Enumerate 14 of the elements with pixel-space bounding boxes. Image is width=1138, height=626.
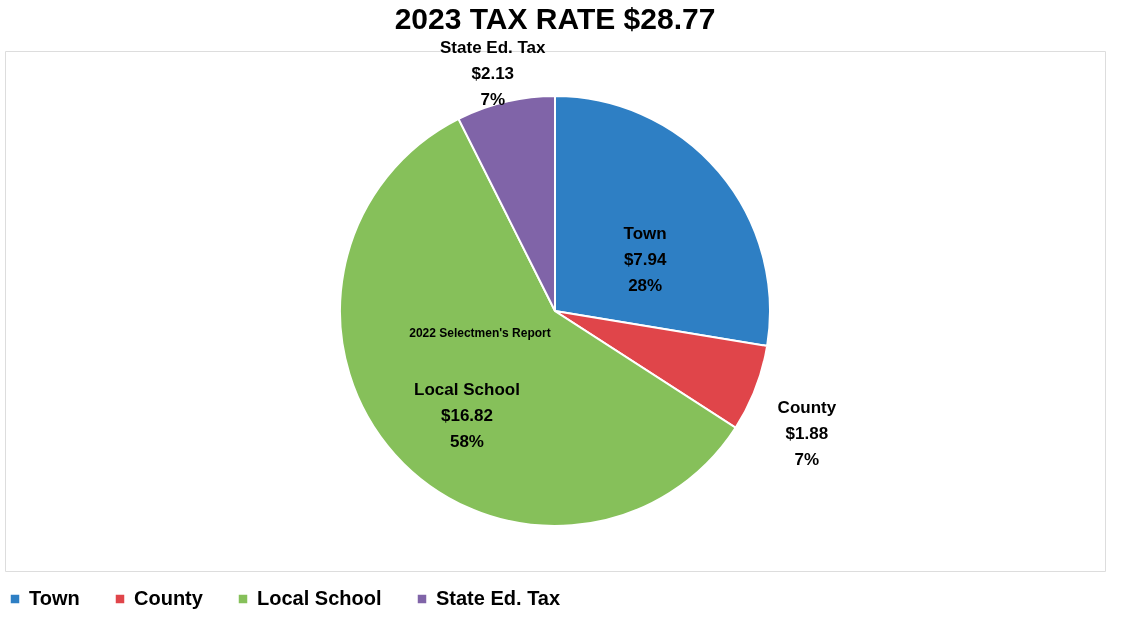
legend-label: County [134,587,204,609]
legend-label: Town [29,587,80,609]
legend-label: State Ed. Tax [436,587,561,609]
data-label: $2.13 7% [471,64,515,110]
chart-title: 2023 TAX RATE $28.77 [394,2,716,36]
data-label: $1.88 7% [785,424,829,470]
slice-label: Town [623,224,667,244]
data-label: $16.82 58% [440,405,493,451]
text: 2022 Selectmen's Report [409,326,551,340]
slice-label: Local School [414,379,520,399]
slice-label: County [777,398,837,418]
legend-label: Local School [257,587,382,609]
slice-label: State Ed. Tax [440,38,547,58]
data-label: $7.94 28% [623,250,667,296]
